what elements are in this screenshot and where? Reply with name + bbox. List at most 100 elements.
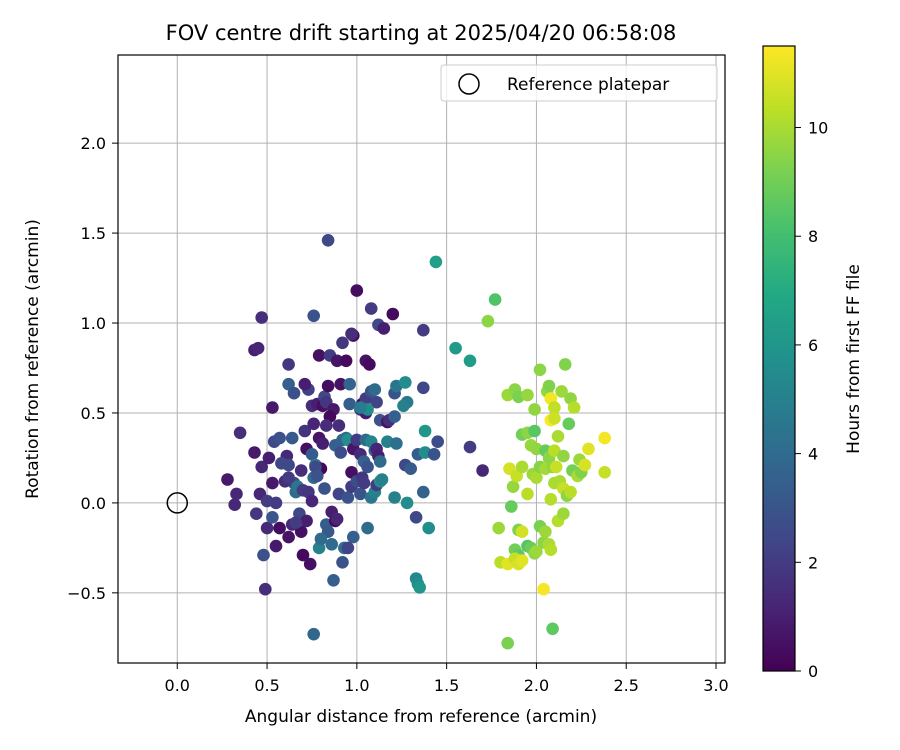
- data-point: [249, 507, 263, 520]
- x-tick-label: 2.5: [614, 676, 639, 695]
- data-point: [417, 323, 430, 337]
- data-point: [347, 530, 360, 544]
- data-point: [521, 388, 534, 402]
- data-point: [418, 424, 432, 438]
- data-point: [311, 469, 324, 483]
- legend-marker-icon: [458, 73, 480, 95]
- data-point: [282, 530, 295, 544]
- data-point: [548, 412, 561, 425]
- data-point: [230, 487, 243, 501]
- data-point: [370, 395, 383, 409]
- colorbar-gradient: [762, 45, 796, 672]
- colorbar-tick-label: 6: [808, 336, 818, 355]
- data-point: [533, 363, 547, 377]
- data-point: [388, 410, 401, 423]
- x-tick-label: 1.0: [344, 676, 369, 695]
- x-tick-label: 3.0: [703, 676, 728, 695]
- data-point: [551, 430, 565, 443]
- colorbar: 0 2 4 6 8 10 Hours from first FF file: [762, 45, 864, 681]
- data-point: [515, 525, 529, 538]
- data-point: [221, 473, 234, 486]
- data-point: [515, 554, 529, 567]
- data-point: [530, 545, 543, 558]
- x-tick-label: 1.5: [434, 676, 459, 695]
- data-point: [269, 496, 283, 510]
- data-point: [233, 426, 247, 440]
- data-point: [248, 446, 261, 459]
- data-point: [357, 476, 371, 490]
- y-axis-ticks: −0.5 0.0 0.5 1.0 1.5 2.0: [67, 134, 118, 603]
- data-point: [266, 401, 279, 414]
- data-point: [273, 431, 286, 445]
- data-point: [312, 349, 326, 362]
- data-point: [562, 417, 576, 431]
- data-point: [266, 511, 279, 524]
- colorbar-tick-label: 4: [808, 445, 818, 464]
- data-point: [557, 449, 570, 463]
- data-point: [399, 376, 412, 389]
- legend: Reference platepar: [440, 64, 718, 102]
- data-point: [417, 485, 430, 499]
- data-point: [330, 512, 344, 526]
- data-point: [555, 385, 568, 398]
- data-point: [273, 521, 286, 535]
- plot-frame: [117, 54, 726, 664]
- colorbar-ticks: 0 2 4 6 8 10: [795, 119, 828, 681]
- data-point: [404, 462, 418, 476]
- data-point: [363, 358, 376, 371]
- scatter-points: [221, 234, 611, 650]
- data-point: [582, 442, 595, 456]
- data-point: [544, 543, 558, 556]
- data-point: [361, 521, 374, 535]
- data-point: [327, 574, 340, 587]
- reference-marker: [166, 492, 189, 514]
- data-point: [287, 386, 301, 400]
- data-point: [544, 493, 558, 506]
- data-point: [318, 482, 331, 495]
- data-point: [350, 284, 364, 297]
- data-point: [427, 448, 441, 461]
- y-axis-label: Rotation from reference (arcmin): [23, 219, 43, 499]
- data-point: [361, 460, 374, 474]
- data-point: [330, 354, 344, 368]
- data-point: [255, 311, 268, 324]
- x-tick-label: 0.5: [254, 676, 279, 695]
- data-point: [316, 437, 330, 450]
- data-point: [528, 403, 541, 416]
- data-point: [368, 383, 382, 396]
- data-point: [334, 377, 348, 391]
- data-point: [515, 460, 529, 474]
- x-tick-label: 0.0: [165, 676, 190, 695]
- data-point: [578, 458, 592, 472]
- data-point: [269, 539, 283, 553]
- data-point: [336, 556, 349, 569]
- data-point: [409, 511, 423, 524]
- y-tick-label: 1.0: [81, 314, 106, 333]
- x-axis-label: Angular distance from reference (arcmin): [245, 707, 597, 727]
- chart-title: FOV centre drift starting at 2025/04/20 …: [166, 21, 677, 45]
- data-point: [341, 541, 355, 555]
- data-point: [386, 307, 400, 321]
- data-point: [343, 377, 357, 391]
- data-point: [521, 487, 534, 501]
- data-point: [505, 500, 518, 513]
- data-point: [558, 358, 572, 371]
- data-point: [488, 293, 502, 306]
- data-point: [422, 521, 436, 535]
- data-point: [307, 627, 321, 641]
- data-point: [282, 358, 295, 371]
- data-point: [528, 424, 541, 438]
- data-point: [377, 322, 391, 335]
- data-point: [397, 399, 410, 413]
- data-point: [501, 636, 514, 650]
- data-point: [364, 302, 378, 315]
- data-point: [285, 431, 299, 445]
- data-point: [228, 498, 241, 512]
- data-point: [321, 234, 335, 247]
- data-point: [260, 521, 274, 535]
- data-point: [303, 557, 317, 571]
- data-point: [375, 473, 389, 486]
- x-tick-label: 2.0: [524, 676, 549, 695]
- data-point: [417, 381, 430, 395]
- data-point: [564, 485, 577, 499]
